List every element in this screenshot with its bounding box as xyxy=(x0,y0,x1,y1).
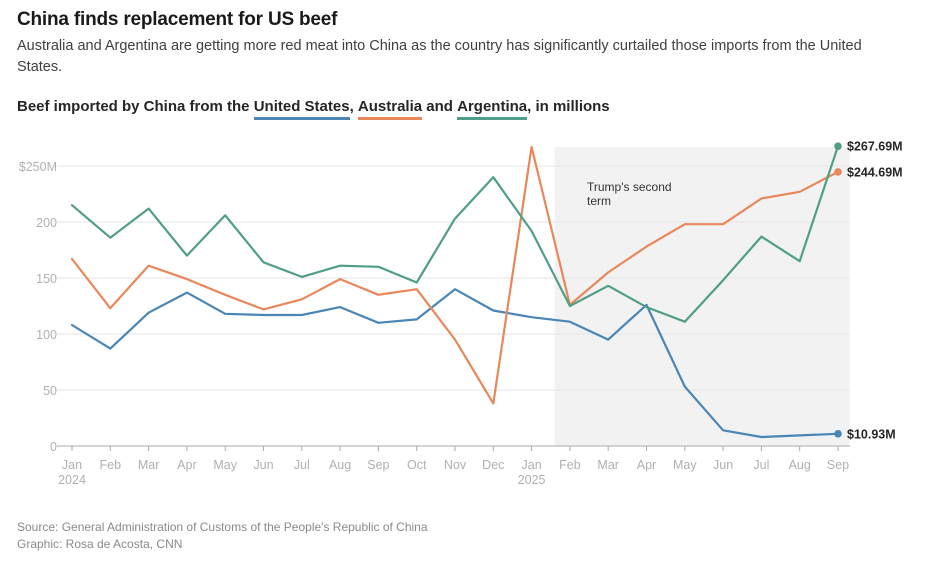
x-tick-year-label: 2025 xyxy=(518,473,546,487)
graphic-credit: Graphic: Rosa de Acosta, CNN xyxy=(17,537,183,551)
end-point-australia xyxy=(834,168,842,176)
x-tick-label: Mar xyxy=(138,458,160,472)
heading-sep: , xyxy=(349,98,358,115)
x-tick-label: Apr xyxy=(177,458,196,472)
y-tick-label: 150 xyxy=(36,272,57,286)
legend-united-states: United States xyxy=(253,98,350,120)
end-label-argentina: $267.69M xyxy=(847,140,903,154)
x-tick-label: Dec xyxy=(482,458,504,472)
x-tick-label: May xyxy=(213,458,237,472)
x-tick-label: Nov xyxy=(444,458,467,472)
heading-suffix: , in millions xyxy=(527,98,610,115)
shaded-region-trump-second-term xyxy=(554,147,850,446)
heading-prefix: Beef imported by China from the xyxy=(17,98,254,115)
end-label-australia: $244.69M xyxy=(847,165,903,179)
y-tick-label: 0 xyxy=(50,440,57,454)
x-tick-label: Mar xyxy=(597,458,619,472)
x-tick-label: Sep xyxy=(827,458,849,472)
chart-subtitle: Australia and Argentina are getting more… xyxy=(17,38,862,75)
annotation-label: Trump's second xyxy=(587,180,672,194)
source-note: Source: General Administration of Custom… xyxy=(17,520,428,534)
y-tick-label: $250M xyxy=(19,160,57,174)
x-tick-label: Sep xyxy=(367,458,389,472)
footer: Source: General Administration of Custom… xyxy=(17,519,428,553)
end-point-us xyxy=(834,429,842,438)
x-tick-label: Aug xyxy=(789,458,811,472)
y-tick-label: 100 xyxy=(36,328,57,342)
annotation-label: term xyxy=(587,194,611,208)
x-tick-label: Jan xyxy=(522,458,542,472)
x-tick-label: May xyxy=(673,458,697,472)
x-tick-label: Jan xyxy=(62,458,82,472)
chart-title: China finds replacement for US beef xyxy=(17,9,338,30)
legend-argentina: Argentina xyxy=(457,98,528,120)
legend-australia: Australia xyxy=(357,98,423,120)
series-line-us xyxy=(70,288,840,439)
x-tick-label: Aug xyxy=(329,458,351,472)
x-tick-label: Oct xyxy=(407,458,427,472)
y-tick-label: 50 xyxy=(43,384,57,398)
x-tick-year-label: 2024 xyxy=(58,473,86,487)
x-tick-label: Feb xyxy=(100,458,122,472)
x-tick-label: Apr xyxy=(637,458,656,472)
x-tick-label: Jul xyxy=(294,458,310,472)
x-tick-label: Jun xyxy=(253,458,273,472)
end-label-us: $10.93M xyxy=(847,427,896,441)
series-line-argentina xyxy=(70,145,840,323)
end-point-argentina xyxy=(834,142,842,150)
chart-heading: Beef imported by China from the United S… xyxy=(17,98,610,120)
series-line-australia xyxy=(70,145,840,405)
y-tick-label: 200 xyxy=(36,216,57,230)
x-tick-label: Feb xyxy=(559,458,581,472)
heading-and: and xyxy=(422,98,458,115)
x-tick-label: Jul xyxy=(753,458,769,472)
x-tick-label: Jun xyxy=(713,458,733,472)
